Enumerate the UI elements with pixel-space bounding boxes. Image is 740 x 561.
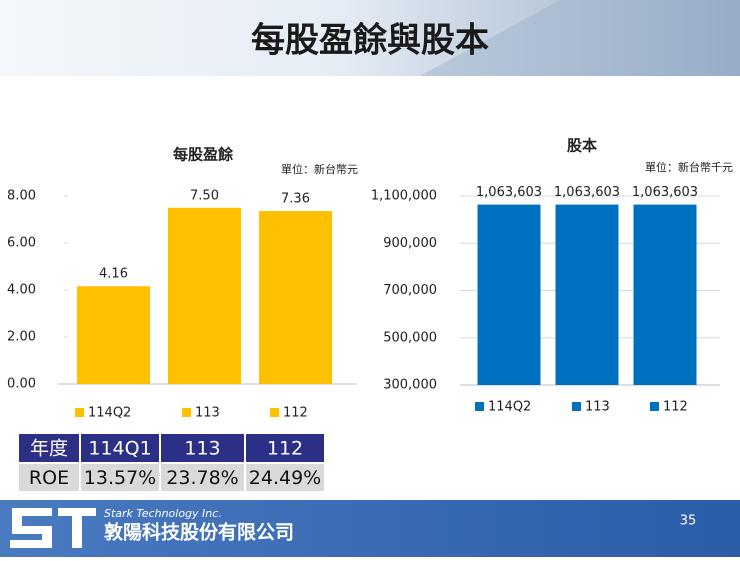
y-tick-label: 0.00 bbox=[7, 377, 36, 392]
value-label: 1,063,603 bbox=[554, 185, 620, 200]
bar bbox=[77, 286, 150, 384]
y-tick-label: 900,000 bbox=[383, 236, 437, 251]
bar bbox=[168, 207, 241, 384]
bar bbox=[555, 204, 619, 385]
table-cell bbox=[244, 432, 326, 464]
value-label: 1,063,603 bbox=[476, 185, 542, 200]
unit-label: 單位：新台幣千元 bbox=[645, 160, 733, 174]
legend-swatch bbox=[572, 402, 581, 411]
table-header-text: 113 bbox=[184, 438, 220, 460]
legend-swatch bbox=[75, 408, 84, 417]
bar bbox=[633, 204, 697, 385]
y-tick-label: 4.00 bbox=[7, 283, 36, 298]
table-cell-text: 24.49% bbox=[249, 467, 321, 489]
y-tick-label: 500,000 bbox=[383, 330, 437, 345]
y-tick-label: 2.00 bbox=[7, 330, 36, 345]
chart-title: 股本 bbox=[567, 137, 597, 155]
table-cell bbox=[244, 462, 326, 493]
value-label: 7.50 bbox=[190, 188, 219, 203]
legend-label: 112 bbox=[283, 406, 308, 421]
logo bbox=[10, 508, 96, 548]
legend-label: 113 bbox=[585, 400, 610, 415]
bar bbox=[477, 204, 541, 385]
table-cell bbox=[17, 432, 81, 464]
y-tick-label: 8.00 bbox=[7, 189, 36, 204]
y-tick-label: 300,000 bbox=[383, 378, 437, 393]
table-cell bbox=[79, 462, 161, 493]
footer-band bbox=[0, 500, 740, 557]
legend-label: 113 bbox=[195, 406, 220, 421]
legend-swatch bbox=[475, 402, 484, 411]
table-header-text: 年度 bbox=[30, 438, 68, 460]
value-label: 4.16 bbox=[99, 267, 128, 282]
legend-label: 114Q2 bbox=[488, 400, 531, 415]
table-header-text: 112 bbox=[267, 438, 303, 460]
unit-label: 單位：新台幣元 bbox=[281, 162, 358, 176]
page-number: 35 bbox=[680, 514, 697, 529]
logo-s bbox=[10, 508, 52, 548]
legend-swatch bbox=[270, 408, 279, 417]
table-cell bbox=[17, 462, 81, 493]
logo-t bbox=[58, 508, 96, 548]
chart-title: 每股盈餘 bbox=[173, 146, 234, 164]
roe-table: 年度 114Q1 113 112 ROE 13.57% 23.78% 24.49% bbox=[17, 432, 326, 493]
company-zh: 敦陽科技股份有限公司 bbox=[104, 521, 294, 544]
y-tick-label: 700,000 bbox=[383, 283, 437, 298]
y-tick-label: 1,100,000 bbox=[371, 189, 437, 204]
legend-label: 112 bbox=[663, 400, 688, 415]
table-header-text: 114Q1 bbox=[88, 438, 151, 460]
legend-swatch bbox=[182, 408, 191, 417]
legend-swatch bbox=[650, 402, 659, 411]
value-label: 7.36 bbox=[281, 192, 310, 207]
bar bbox=[259, 211, 332, 384]
banner-building bbox=[420, 0, 740, 76]
company-en: Stark Technology Inc. bbox=[104, 507, 222, 520]
table-cell-text: 23.78% bbox=[166, 467, 238, 489]
legend-label: 114Q2 bbox=[88, 406, 131, 421]
table-cell-text: ROE bbox=[29, 467, 69, 489]
table-cell-text: 13.57% bbox=[84, 467, 156, 489]
value-label: 1,063,603 bbox=[632, 185, 698, 200]
page-title: 每股盈餘與股本 bbox=[251, 21, 489, 61]
y-tick-label: 6.00 bbox=[7, 236, 36, 251]
